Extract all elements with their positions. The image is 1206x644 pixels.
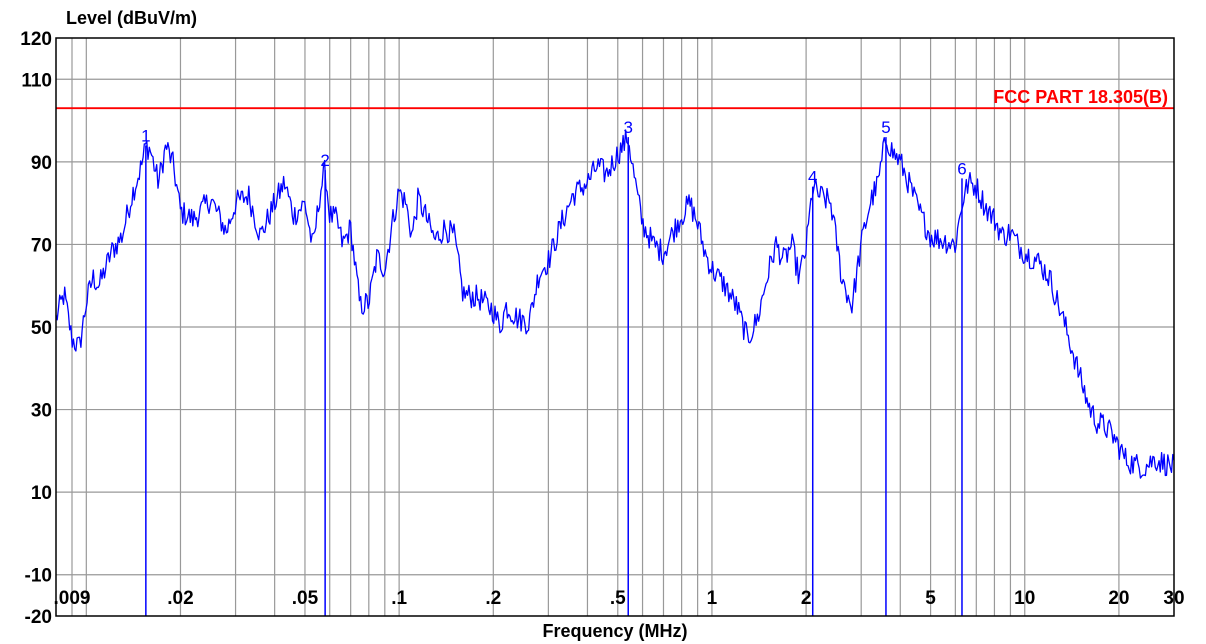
y-tick-label: 110 [21,70,52,91]
x-tick-label: 1 [707,588,718,609]
x-tick-label: .009 [54,588,91,609]
marker-label: 4 [808,168,817,187]
x-tick-label: 10 [1014,588,1035,609]
y-tick-label: 70 [31,235,52,256]
y-tick-labels: 120 110 90 70 50 30 10 -10 -20 [20,29,52,628]
limit-line-group: FCC PART 18.305(B) [56,87,1174,110]
x-axis-title: Frequency (MHz) [542,621,687,641]
x-tick-label: 20 [1108,588,1129,609]
x-tick-label: 30 [1163,588,1184,609]
x-tick-label: .02 [167,588,193,609]
x-tick-label: 5 [925,588,936,609]
marker-label: 3 [623,118,632,137]
y-tick-label: 120 [20,29,52,50]
series-trace [55,129,1175,479]
marker-label: 5 [881,118,890,137]
y-tick-label: 90 [31,153,52,174]
y-tick-label: -10 [25,566,52,587]
grid [56,38,1174,616]
x-tick-label: .2 [485,588,501,609]
marker-label: 6 [957,159,966,178]
y-tick-label: 50 [31,318,52,339]
y-axis-title: Level (dBuV/m) [66,8,197,28]
y-tick-label: 10 [31,483,52,504]
trace-group [55,129,1175,479]
limit-line-label: FCC PART 18.305(B) [993,87,1168,107]
x-tick-label: 2 [801,588,812,609]
marker-label: 1 [141,126,150,145]
plot-frame [55,37,1175,617]
y-tick-label: -20 [25,607,52,628]
x-tick-label: .5 [610,588,626,609]
x-tick-labels: .009 .02 .05 .1 .2 .5 1 2 5 10 20 30 [54,588,1185,609]
y-tick-label: 30 [31,401,52,422]
x-tick-label: .1 [391,588,407,609]
x-tick-label: .05 [292,588,319,609]
